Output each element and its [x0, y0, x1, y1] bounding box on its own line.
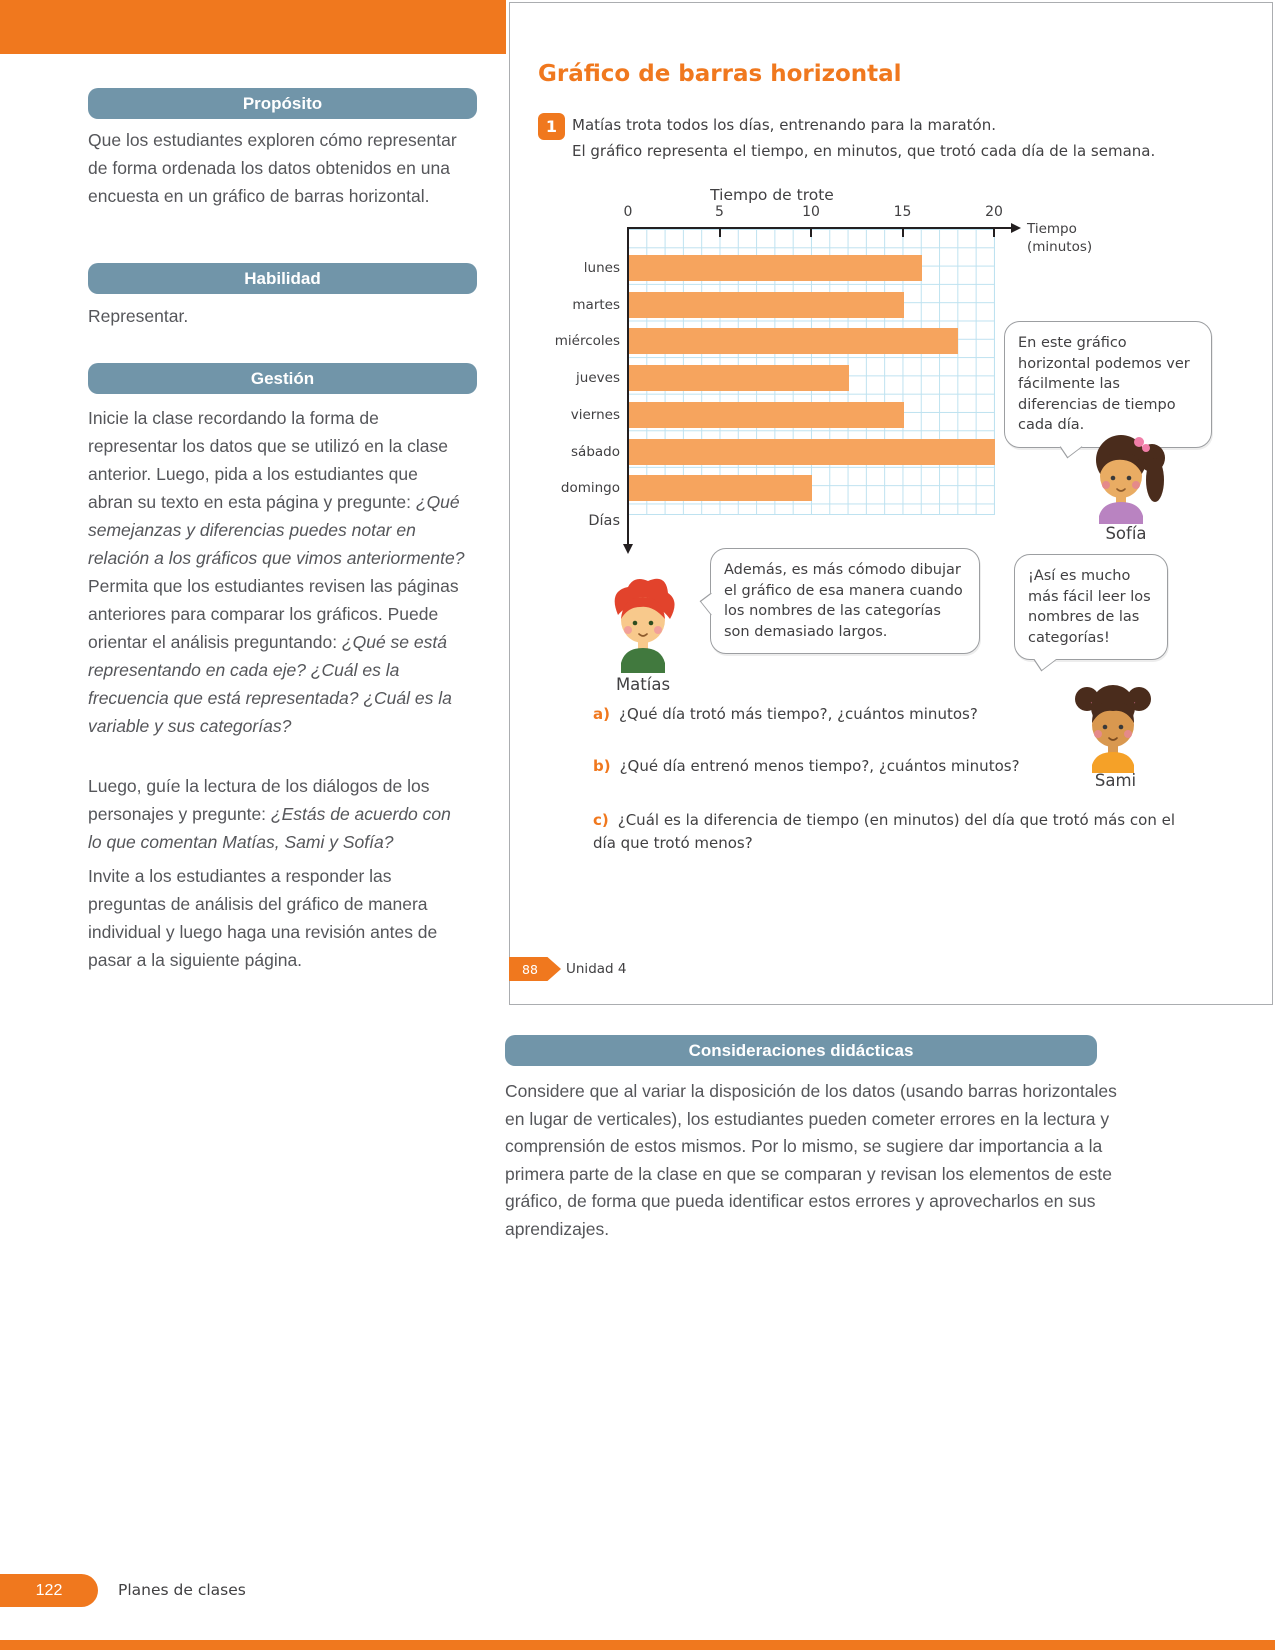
gestion-paragraph-1: Inicie la clase recordando la forma de r…	[88, 404, 466, 740]
bar-lunes	[629, 255, 922, 281]
habilidad-title: Habilidad	[244, 268, 321, 288]
bar-viernes	[629, 401, 904, 428]
bar-sábado	[629, 438, 995, 465]
x-tick-0: 0	[623, 204, 633, 220]
doc-page-number-pill: 122	[0, 1574, 98, 1607]
gestion-p2-regular-1: Luego, guíe la lectura de los diálogos d…	[88, 776, 430, 824]
doc-footer-label: Planes de clases	[118, 1581, 246, 1599]
sofia-speech-text: En este gráfico horizontal podemos ver f…	[1018, 335, 1190, 434]
x-tick-15: 15	[893, 204, 912, 220]
statement-line-1: Matías trota todos los días, entrenando …	[572, 116, 997, 134]
question-a-label: a)	[593, 705, 610, 723]
gestion-p1-italic-2: ¿Qué se está representando en cada eje? …	[88, 632, 452, 736]
question-a-text: ¿Qué día trotó más tiempo?, ¿cuántos min…	[618, 705, 978, 723]
consideraciones-title: Consideraciones didácticas	[688, 1040, 914, 1060]
book-page-number: 88	[522, 961, 538, 977]
sofia-speech-bubble: En este gráfico horizontal podemos ver f…	[1004, 321, 1212, 459]
gestion-paragraph-3: Invite a los estudiantes a responder las…	[88, 866, 438, 970]
chart-plot	[628, 229, 995, 515]
bar-martes	[629, 291, 904, 318]
chart-x-axis-arrow-icon	[1011, 223, 1021, 233]
x-tick-5: 5	[715, 204, 724, 220]
chart-y-axis-arrow-icon	[623, 544, 633, 554]
horizontal-bar-chart: Tiempo de trote 0 5 10 15 20 Tiempo (minutos…	[530, 186, 1130, 554]
category-label-sábado: sábado	[571, 443, 620, 460]
chart-x-axis-line	[627, 227, 1011, 229]
question-c: c) ¿Cuál es la diferencia de tiempo (en m…	[593, 809, 1178, 856]
matias-avatar	[598, 573, 688, 677]
habilidad-body: Representar.	[88, 306, 189, 326]
category-label-miércoles: miércoles	[554, 333, 620, 350]
sami-speech-text: ¡Así es mucho más fácil leer los nombres…	[1028, 568, 1151, 646]
sami-bubble-tail	[1033, 648, 1057, 672]
question-b: b) ¿Qué día entrenó menos tiempo?, ¿cuánt…	[593, 755, 1153, 778]
statement-line-2: El gráfico representa el tiempo, en minu…	[572, 142, 1156, 160]
gestion-title: Gestión	[250, 368, 315, 388]
matias-bubble-tail	[699, 592, 722, 616]
book-page-number-badge: 88	[509, 957, 561, 981]
student-book-page: Gráfico de barras horizontal 1 Matías tr…	[509, 2, 1273, 1005]
category-label-viernes: viernes	[570, 406, 620, 423]
category-label-martes: martes	[572, 296, 620, 313]
category-label-domingo: domingo	[560, 480, 620, 497]
category-label-lunes: lunes	[583, 260, 620, 276]
question-c-text: ¿Cuál es la diferencia de tiempo (en min…	[593, 811, 1175, 853]
chart-y-axis-label: Días	[588, 513, 620, 529]
chart-title: Tiempo de trote	[710, 186, 834, 204]
x-tick-10: 10	[802, 204, 820, 220]
page-title: Gráfico de barras horizontal	[538, 61, 902, 87]
x-tick-mark-10	[810, 229, 812, 237]
unit-label: Unidad 4	[566, 961, 627, 977]
sami-speech-bubble: ¡Así es mucho más fácil leer los nombres…	[1014, 554, 1168, 672]
sofia-name: Sofía	[1105, 524, 1147, 543]
sami-name: Sami	[1094, 771, 1137, 790]
item-number: 1	[545, 117, 558, 136]
bar-miércoles	[629, 328, 959, 355]
sami-avatar	[1068, 675, 1163, 777]
gestion-p2-italic-1: ¿Estás de acuerdo con lo que comentan Ma…	[88, 804, 451, 852]
matias-name: Matías	[615, 675, 671, 694]
bar-domingo	[629, 475, 812, 502]
bottom-orange-band	[0, 1640, 1275, 1650]
item-number-badge: 1	[538, 113, 565, 140]
sofia-avatar	[1076, 428, 1176, 528]
gestion-p1-regular-1: Inicie la clase recordando la forma de r…	[88, 408, 448, 512]
chart-y-axis-line	[627, 229, 629, 545]
top-orange-band	[0, 0, 506, 54]
matias-speech-text: Además, es más cómodo dibujar el gráfico…	[724, 562, 963, 640]
proposito-header: Propósito	[88, 88, 477, 119]
chart-x-axis-label: Tiempo (minutos)	[1027, 221, 1093, 255]
gestion-p1-regular-2: Permita que los estudiantes revisen las …	[88, 576, 459, 652]
question-a: a) ¿Qué día trotó más tiempo?, ¿cuántos m…	[593, 703, 1153, 726]
gestion-paragraph-2: Luego, guíe la lectura de los diálogos d…	[88, 772, 466, 856]
x-tick-mark-15	[901, 229, 904, 237]
x-tick-20: 20	[985, 204, 1003, 220]
proposito-title: Propósito	[242, 93, 323, 113]
gestion-p1-italic-1: ¿Qué semejanzas y diferencias puedes not…	[88, 492, 465, 568]
consideraciones-header: Consideraciones didácticas	[505, 1035, 1097, 1066]
consideraciones-body: Considere que al variar la disposición d…	[505, 1081, 1117, 1239]
proposito-body: Que los estudiantes exploren cómo repres…	[88, 130, 457, 206]
question-c-label: c)	[593, 811, 609, 829]
chart-x-tick-numbers: 0 5 10 15 20	[624, 204, 1003, 222]
x-tick-mark-20	[993, 229, 995, 237]
category-label-jueves: jueves	[576, 370, 620, 387]
question-b-text: ¿Qué día entrenó menos tiempo?, ¿cuántos…	[619, 757, 1020, 775]
bar-jueves	[629, 365, 849, 392]
chart-category-labels: lunes martes miércoles jueves viernes sábado d…	[530, 229, 620, 514]
gestion-header: Gestión	[88, 363, 477, 394]
habilidad-header: Habilidad	[88, 263, 477, 294]
question-b-label: b)	[593, 757, 611, 775]
x-tick-mark-5	[718, 229, 721, 237]
matias-speech-bubble: Además, es más cómodo dibujar el gráfico…	[699, 548, 980, 655]
doc-page-number: 122	[35, 1581, 63, 1599]
